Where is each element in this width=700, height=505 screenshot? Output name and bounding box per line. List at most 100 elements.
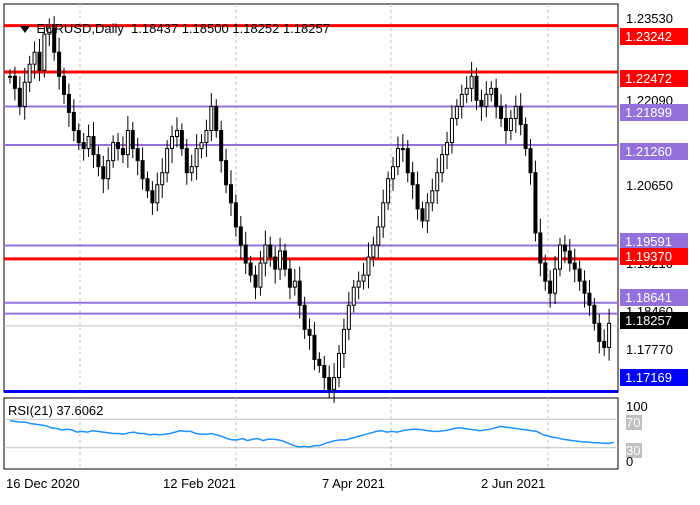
candle-body	[607, 322, 612, 348]
price-level-tag: 1.21899	[620, 104, 688, 121]
candle-body	[47, 27, 52, 35]
candle-body	[165, 148, 170, 174]
candle-body	[533, 172, 538, 234]
candle-body	[508, 117, 513, 132]
candle-body	[81, 142, 86, 150]
low-value: 1.18252	[232, 21, 280, 36]
candle-body	[597, 322, 602, 342]
candle-body	[381, 202, 386, 228]
candle-body	[518, 105, 523, 125]
candle-body	[189, 166, 194, 174]
rsi-line	[9, 419, 615, 448]
candle-body	[415, 184, 420, 210]
candle-body	[376, 226, 381, 246]
candle-body	[37, 51, 42, 71]
candle-body	[238, 226, 243, 246]
candle-body	[317, 358, 322, 366]
candle-body	[71, 111, 76, 132]
candle-body	[391, 166, 396, 180]
candle-body	[528, 148, 533, 174]
candle-body	[135, 148, 140, 162]
candle-body	[513, 105, 518, 119]
candle-body	[435, 172, 440, 192]
candle-body	[292, 280, 297, 288]
symbol-label: EURUSD,Daily	[36, 21, 124, 36]
candle-body	[278, 250, 283, 270]
candle-body	[430, 190, 435, 204]
candle-body	[582, 280, 587, 294]
candle-body	[474, 75, 479, 101]
candle-body	[179, 130, 184, 150]
candle-body	[263, 244, 268, 264]
candle-body	[52, 27, 57, 53]
candle-body	[386, 178, 391, 204]
rsi-header: RSI(21) 37.6062	[8, 403, 104, 418]
price-level-tag: 1.17169	[620, 369, 688, 386]
candle-body	[155, 184, 160, 204]
candle-body	[356, 280, 361, 288]
rsi-pane-border	[3, 397, 619, 470]
candle-body	[268, 244, 273, 258]
price-level-tag: 1.18257	[620, 312, 688, 329]
candle-body	[17, 87, 22, 107]
candle-body	[484, 93, 489, 107]
candle-body	[116, 142, 121, 150]
rsi-level-high: 70	[626, 415, 642, 430]
candle-body	[459, 93, 464, 107]
dropdown-triangle-icon[interactable]	[20, 26, 31, 34]
candle-body	[248, 262, 253, 276]
candle-body	[273, 256, 278, 270]
candle-body	[499, 105, 504, 119]
candle-body	[445, 142, 450, 156]
candle-body	[101, 166, 106, 180]
candle-body	[42, 33, 47, 71]
price-level-tag: 1.23242	[620, 28, 688, 45]
candle-body	[503, 117, 508, 132]
candle-body	[170, 136, 175, 150]
candle-body	[538, 232, 543, 264]
candle-body	[410, 172, 415, 186]
candle-body	[62, 75, 67, 95]
candle-body	[489, 87, 494, 95]
candle-body	[57, 51, 62, 77]
candle-body	[66, 93, 71, 113]
candle-body	[553, 268, 558, 294]
candle-body	[469, 75, 474, 89]
candle-body	[523, 123, 528, 150]
candle-body	[86, 136, 91, 150]
candle-body	[577, 268, 582, 282]
candle-body	[140, 160, 145, 180]
price-level-tag: 1.18641	[620, 289, 688, 306]
candle-body	[145, 178, 150, 192]
candle-body	[204, 130, 209, 144]
candle-body	[366, 256, 371, 276]
candle-body	[111, 142, 116, 162]
candle-body	[351, 286, 356, 306]
candle-body	[464, 87, 469, 95]
candle-body	[562, 244, 567, 252]
candle-body	[219, 130, 224, 162]
candle-body	[224, 160, 229, 186]
candle-body	[602, 340, 607, 348]
candle-body	[341, 328, 346, 354]
rsi-scale-bottom: 0	[626, 454, 634, 469]
candle-body	[12, 75, 17, 89]
candle-body	[302, 304, 307, 330]
candle-body	[194, 148, 199, 168]
candle-body	[199, 142, 204, 150]
candle-body	[160, 172, 165, 186]
candle-body	[307, 328, 312, 336]
candle-body	[130, 130, 135, 150]
candle-body	[440, 154, 445, 174]
candle-body	[8, 75, 12, 78]
price-level-tag: 1.19370	[620, 248, 688, 265]
price-axis-label: 1.20650	[626, 178, 673, 193]
high-value: 1.18500	[181, 21, 229, 36]
price-level-tag: 1.22472	[620, 70, 688, 87]
candle-body	[371, 244, 376, 258]
candle-body	[361, 274, 366, 282]
candle-body	[592, 304, 597, 324]
time-label: 16 Dec 2020	[6, 476, 80, 491]
